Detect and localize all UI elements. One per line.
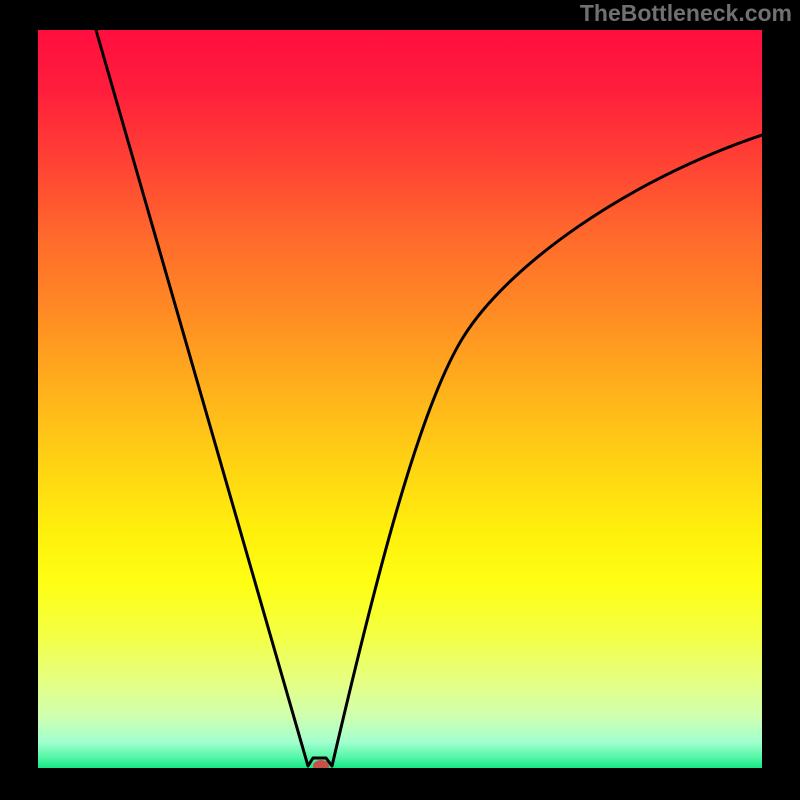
plot-area <box>38 30 762 772</box>
gradient-background <box>38 30 762 768</box>
bottleneck-chart <box>0 0 800 800</box>
chart-container: { "watermark": { "text": "TheBottleneck.… <box>0 0 800 800</box>
watermark-text: TheBottleneck.com <box>580 0 792 27</box>
